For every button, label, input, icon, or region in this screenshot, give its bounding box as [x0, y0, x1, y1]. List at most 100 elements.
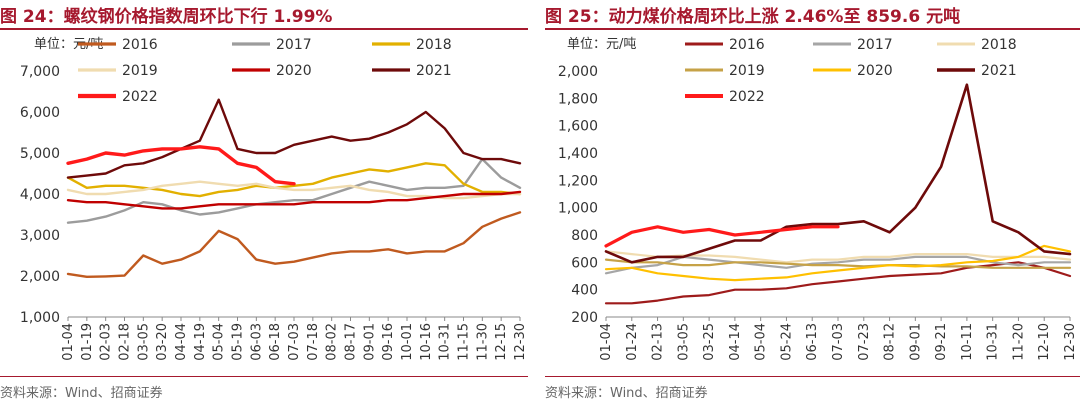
- x-tick-label: 07-03: [287, 323, 302, 361]
- y-tick-label: 800: [571, 228, 598, 244]
- x-tick-label: 02-18: [118, 323, 133, 361]
- y-tick-label: 1,000: [20, 310, 60, 326]
- x-tick-label: 11-30: [475, 323, 490, 361]
- x-tick-label: 09-01: [908, 323, 923, 361]
- legend-label-2019: 2019: [729, 63, 765, 79]
- x-tick-label: 05-24: [779, 323, 794, 361]
- x-tick-label: 07-03: [831, 323, 846, 361]
- x-tick-label: 05-04: [754, 323, 769, 361]
- x-tick-label: 09-16: [381, 323, 396, 361]
- x-tick-label: 04-19: [193, 323, 208, 361]
- y-tick-label: 6,000: [20, 105, 60, 121]
- y-tick-label: 1,600: [558, 119, 598, 135]
- legend-label-2018: 2018: [416, 37, 452, 53]
- x-tick-label: 12-30: [1063, 323, 1078, 361]
- y-tick-label: 5,000: [20, 146, 60, 162]
- y-tick-label: 7,000: [20, 64, 60, 80]
- x-tick-label: 03-25: [702, 323, 717, 361]
- legend-label-2020: 2020: [857, 63, 893, 79]
- x-tick-label: 12-30: [513, 323, 528, 361]
- x-tick-label: 02-03: [99, 323, 114, 361]
- x-tick-label: 12-10: [1037, 323, 1052, 361]
- unit-label: 单位：元/吨: [34, 37, 103, 52]
- x-tick-label: 03-20: [155, 323, 170, 361]
- series-line-2017: [66, 157, 522, 224]
- series-line-2018: [66, 162, 522, 198]
- title-divider: [0, 28, 528, 30]
- legend-label-2018: 2018: [981, 37, 1017, 53]
- x-tick-label: 01-04: [61, 323, 76, 361]
- y-tick-label: 200: [571, 310, 598, 326]
- y-tick-label: 3,000: [20, 228, 60, 244]
- series-line-2021: [66, 98, 522, 179]
- x-tick-label: 10-31: [438, 323, 453, 361]
- x-tick-label: 11-15: [457, 323, 472, 361]
- x-tick-label: 12-15: [494, 323, 509, 361]
- x-tick-label: 10-11: [960, 323, 975, 361]
- legend-label-2016: 2016: [122, 37, 158, 53]
- series-line-2019: [66, 180, 522, 200]
- y-tick-label: 2,000: [20, 269, 60, 285]
- source-note: 资料来源：Wind、招商证券: [545, 386, 708, 401]
- series-line-2020: [604, 244, 1072, 282]
- y-tick-label: 600: [571, 255, 598, 271]
- x-tick-label: 04-04: [174, 323, 189, 361]
- series-line-2016: [66, 211, 522, 279]
- chart-title: 图 25：动力煤价格周环比上涨 2.46%至 859.6 元吨: [545, 7, 961, 27]
- source-divider: [545, 376, 1080, 377]
- legend-label-2017: 2017: [857, 37, 893, 53]
- x-tick-label: 08-12: [883, 323, 898, 361]
- series-line-2016: [604, 261, 1072, 305]
- legend-label-2020: 2020: [276, 63, 312, 79]
- x-tick-label: 07-18: [306, 323, 321, 361]
- x-tick-label: 03-05: [136, 323, 151, 361]
- x-tick-label: 01-24: [625, 323, 640, 361]
- series-line-2020: [66, 190, 522, 210]
- series-line-2022: [604, 225, 840, 248]
- thermal-coal-price-chart: 单位：元/吨 200 400 600 800 1,000 1,200 1,400 1,600 1…: [558, 37, 1078, 361]
- unit-label: 单位：元/吨: [567, 37, 636, 52]
- y-tick-label: 2,000: [558, 64, 598, 80]
- chart-panel-thermal-coal: 图 25：动力煤价格周环比上涨 2.46%至 859.6 元吨 单位：元/吨 2…: [545, 0, 1080, 403]
- x-tick-label: 01-19: [80, 323, 95, 361]
- legend-label-2019: 2019: [122, 63, 158, 79]
- legend-label-2017: 2017: [276, 37, 312, 53]
- x-tick-label: 08-02: [325, 323, 340, 361]
- legend-label-2016: 2016: [729, 37, 765, 53]
- source-divider: [0, 376, 528, 377]
- legend-label-2021: 2021: [981, 63, 1017, 79]
- x-tick-label: 06-13: [805, 323, 820, 361]
- x-tick-label: 02-13: [651, 323, 666, 361]
- legend-label-2021: 2021: [416, 63, 452, 79]
- y-tick-label: 1,000: [558, 201, 598, 217]
- legend-label-2022: 2022: [729, 89, 765, 105]
- x-tick-label: 10-01: [400, 323, 415, 361]
- chart-title: 图 24：螺纹钢价格指数周环比下行 1.99%: [0, 7, 333, 27]
- x-tick-label: 07-23: [857, 323, 872, 361]
- rebar-price-chart: 单位：元/吨 1,000 2,000 3,000 4,000 5,000 6,000 7,0…: [20, 37, 528, 361]
- series-line-2019: [604, 258, 1072, 269]
- x-tick-label: 06-18: [268, 323, 283, 361]
- x-tick-label: 10-31: [986, 323, 1001, 361]
- chart-panel-rebar: 图 24：螺纹钢价格指数周环比下行 1.99% 单位：元/吨 1,000 2,00…: [0, 0, 530, 403]
- x-tick-label: 08-17: [344, 323, 359, 361]
- x-tick-label: 05-04: [212, 323, 227, 361]
- legend-label-2022: 2022: [122, 89, 158, 105]
- x-tick-label: 06-03: [249, 323, 264, 361]
- y-tick-label: 1,200: [558, 173, 598, 189]
- y-tick-label: 1,400: [558, 146, 598, 162]
- x-tick-label: 09-01: [362, 323, 377, 361]
- x-tick-label: 11-20: [1011, 323, 1026, 361]
- x-tick-label: 10-16: [419, 323, 434, 361]
- x-tick-label: 09-21: [934, 323, 949, 361]
- x-tick-label: 03-05: [676, 323, 691, 361]
- y-tick-label: 400: [571, 283, 598, 299]
- x-tick-label: 01-04: [599, 323, 614, 361]
- x-tick-label: 05-19: [231, 323, 246, 361]
- series-line-2018: [604, 250, 1072, 264]
- series-line-2022: [66, 145, 296, 186]
- x-tick-label: 04-14: [728, 323, 743, 361]
- series-line-2021: [604, 83, 1072, 264]
- y-tick-label: 1,800: [558, 91, 598, 107]
- source-note: 资料来源：Wind、招商证券: [0, 386, 163, 401]
